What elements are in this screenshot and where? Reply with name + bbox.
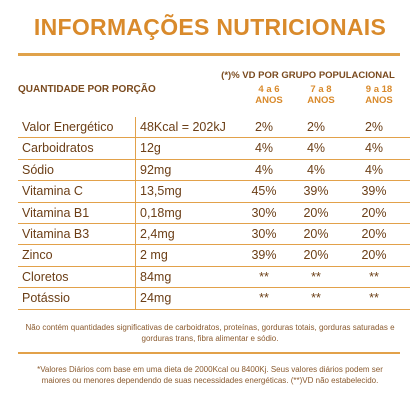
vd-9-18: 20%: [361, 226, 387, 241]
vd-7-8: **: [311, 269, 321, 284]
nutrient-name: Cloretos: [22, 269, 69, 284]
vd-7-8: 4%: [306, 162, 326, 177]
table-row: Potássio 24mg ** ** **: [18, 288, 410, 310]
vd-7-8: 2%: [306, 120, 326, 134]
table-row: Sódio 92mg 4% 4% 4%: [18, 160, 410, 182]
vd-4-6: 45%: [251, 184, 277, 199]
vd-4-6: 30%: [251, 226, 277, 241]
vd-9-18: 20%: [361, 205, 387, 220]
table-row: Vitamina B3 2,4mg 30% 20% 20%: [18, 224, 410, 246]
nutrient-quantity: 2 mg: [140, 248, 168, 263]
vd-9-18: **: [369, 291, 379, 306]
age-group-unit: ANOS: [307, 95, 335, 106]
age-group-range: 9 a 18: [365, 84, 393, 95]
age-group-unit: ANOS: [365, 95, 393, 106]
nutrient-quantity: 92mg: [140, 162, 172, 177]
nutrient-quantity: 13,5mg: [140, 184, 182, 199]
vd-9-18: 39%: [361, 184, 387, 199]
vd-9-18: 4%: [364, 141, 384, 156]
page-title: INFORMAÇÕES NUTRICIONAIS: [33, 14, 387, 40]
column-divider: [135, 117, 136, 310]
age-group-4-6: 4 a 6 ANOS: [244, 84, 294, 106]
nutrient-quantity: 0,18mg: [140, 205, 182, 220]
nutrient-quantity: 84mg: [140, 269, 172, 284]
nutrient-name: Potássio: [22, 291, 70, 306]
vd-9-18: 20%: [361, 248, 387, 263]
nutrition-table: Valor Energético 48Kcal = 202kJ 2% 2% 2%…: [18, 117, 410, 310]
table-row: Cloretos 84mg ** ** **: [18, 267, 410, 289]
notes-divider: [18, 352, 400, 354]
nutrient-name: Valor Energético: [22, 120, 114, 134]
nutrient-name: Zinco: [22, 248, 53, 263]
table-row: Vitamina B1 0,18mg 30% 20% 20%: [18, 203, 410, 224]
vd-4-6: 30%: [251, 205, 277, 220]
portion-label: QUANTIDADE POR PORÇÃO: [18, 84, 156, 95]
nutrient-name: Vitamina B3: [22, 226, 90, 241]
vd-4-6: **: [259, 269, 269, 284]
vd-4-6: **: [259, 291, 269, 306]
nutrient-quantity: 48Kcal = 202kJ: [140, 120, 226, 134]
vd-9-18: **: [369, 269, 379, 284]
nutrient-name: Vitamina C: [22, 184, 83, 199]
table-row: Zinco 2 mg 39% 20% 20%: [18, 245, 410, 267]
vd-7-8: 20%: [303, 226, 329, 241]
nutrient-name: Vitamina B1: [22, 205, 90, 220]
vd-7-8: 20%: [303, 205, 329, 220]
vd-4-6: 4%: [254, 141, 274, 156]
nutrient-name: Sódio: [22, 162, 54, 177]
age-group-unit: ANOS: [255, 95, 283, 106]
vd-header: (*)% VD POR GRUPO POPULACIONAL: [221, 70, 395, 81]
insignificant-nutrients-note: Não contém quantidades significativas de…: [25, 323, 395, 343]
vd-9-18: 2%: [364, 120, 384, 134]
vd-4-6: 4%: [254, 162, 274, 177]
age-group-9-18: 9 a 18 ANOS: [354, 84, 404, 106]
age-group-7-8: 7 a 8 ANOS: [296, 84, 346, 106]
nutrient-name: Carboidratos: [22, 141, 94, 156]
table-row: Carboidratos 12g 4% 4% 4%: [18, 138, 410, 160]
vd-7-8: 20%: [303, 248, 329, 263]
table-row: Valor Energético 48Kcal = 202kJ 2% 2% 2%: [18, 117, 410, 139]
vd-9-18: 4%: [364, 162, 384, 177]
nutrient-quantity: 12g: [140, 141, 161, 156]
vd-7-8: **: [311, 291, 321, 306]
age-group-range: 4 a 6: [258, 84, 280, 95]
vd-4-6: 2%: [254, 120, 274, 134]
vd-7-8: 4%: [306, 141, 326, 156]
age-group-range: 7 a 8: [310, 84, 332, 95]
nutrient-quantity: 2,4mg: [140, 226, 175, 241]
vd-4-6: 39%: [251, 248, 277, 263]
daily-values-footnote: *Valores Diários com base em uma dieta d…: [37, 365, 383, 385]
vd-7-8: 39%: [303, 184, 329, 199]
title-divider: [18, 53, 400, 56]
table-row: Vitamina C 13,5mg 45% 39% 39%: [18, 181, 410, 203]
nutrient-quantity: 24mg: [140, 291, 172, 306]
